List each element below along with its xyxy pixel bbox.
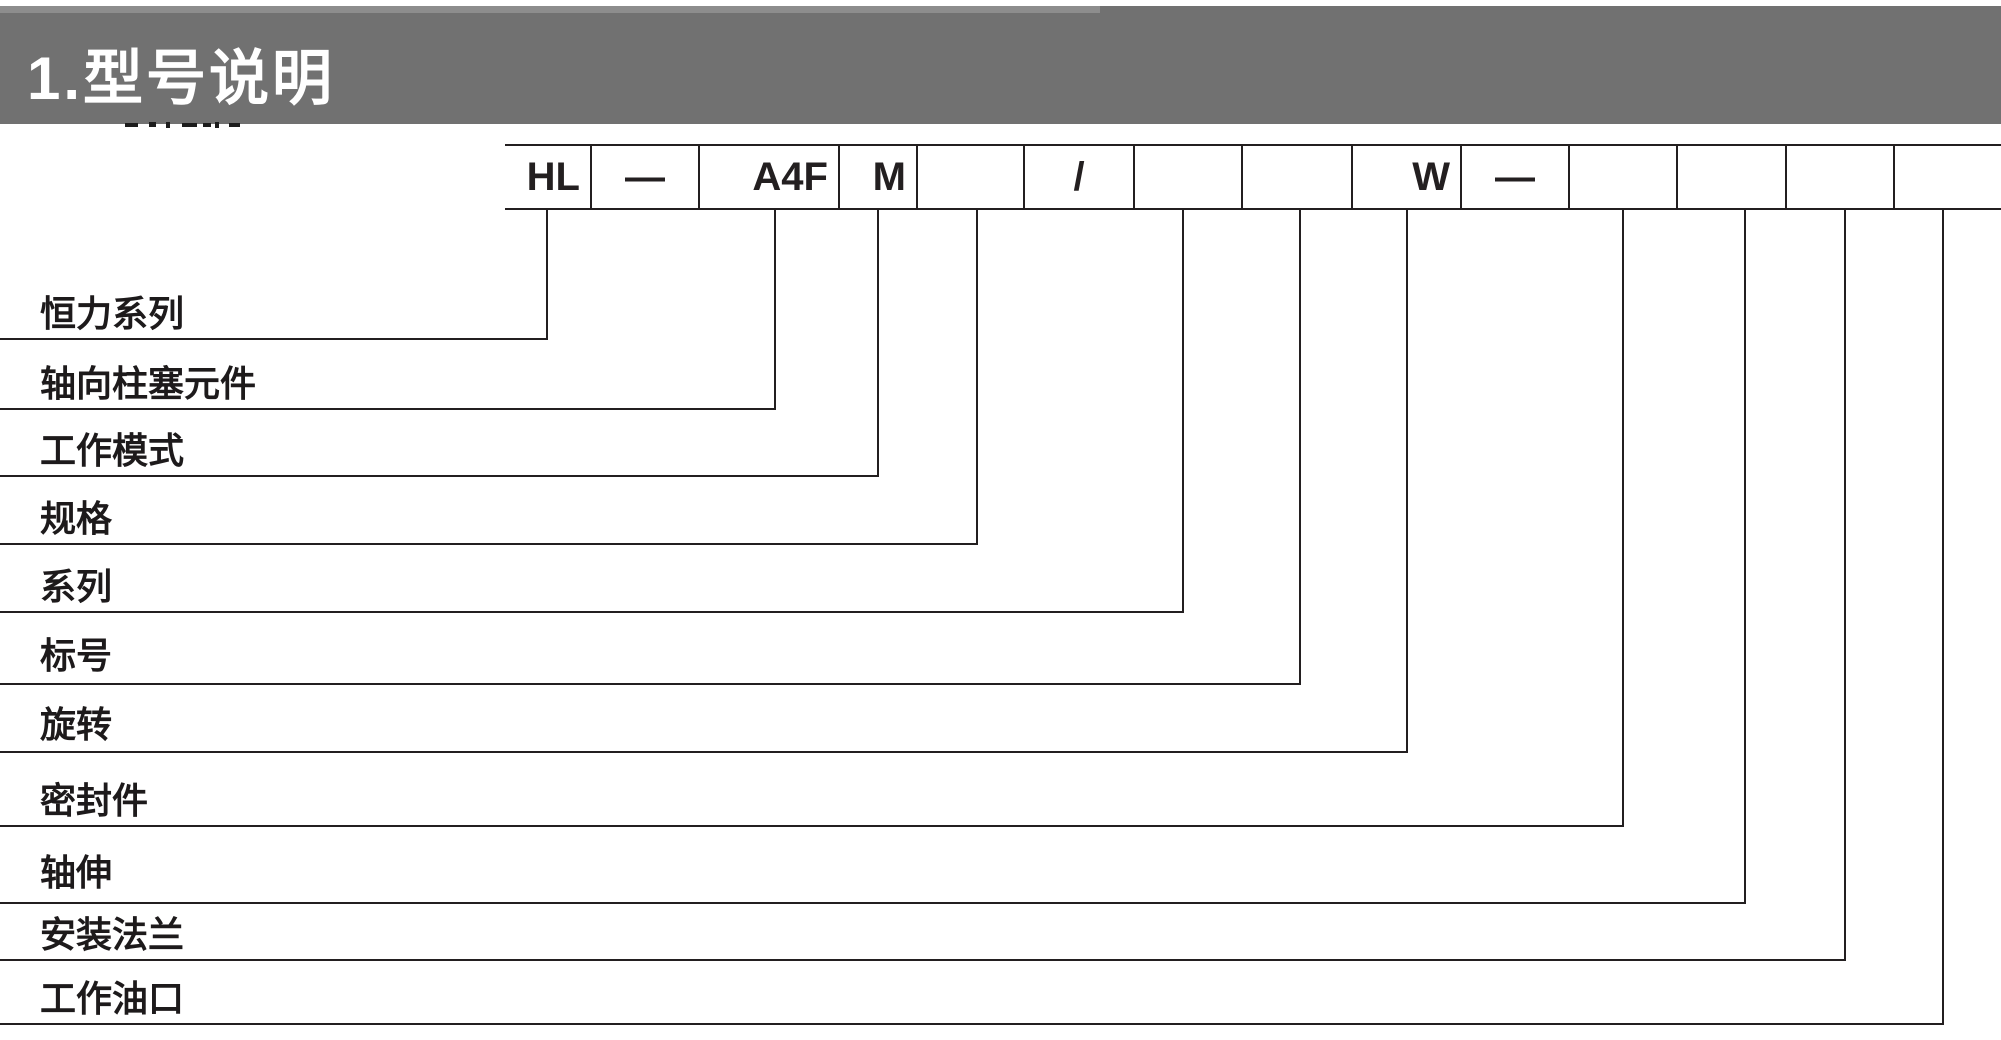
connector-hline-series: [0, 611, 1184, 613]
connector-hline-rotation: [0, 751, 1408, 753]
connector-vline-rotation: [1406, 208, 1408, 753]
connector-hline-index: [0, 683, 1301, 685]
connector-vline-size: [976, 208, 978, 545]
connector-vline-index: [1299, 208, 1301, 685]
section-title: 1.型号说明: [27, 45, 336, 112]
header-top-sheen: [0, 6, 1100, 13]
code-cell-flange: [1787, 146, 1895, 208]
connector-vline-mode: [877, 208, 879, 477]
code-cell-dash-2: —: [1462, 146, 1570, 208]
code-cell-ports: [1895, 146, 2001, 208]
code-cell-series-prefix: HL: [505, 146, 592, 208]
code-cell-piston-unit: A4F: [700, 146, 840, 208]
code-cell-mode: M: [840, 146, 918, 208]
connector-hline-shaft: [0, 902, 1746, 904]
code-cell-size: [918, 146, 1025, 208]
connector-vline-seals: [1622, 208, 1624, 827]
clipped-text-artifact: [125, 122, 245, 130]
connector-hline-series-prefix: [0, 338, 548, 340]
connector-hline-flange: [0, 959, 1846, 961]
code-cell-slash: /: [1025, 146, 1135, 208]
code-cell-seals: [1570, 146, 1678, 208]
legend-label-index: 标号: [40, 635, 113, 676]
connector-hline-size: [0, 543, 978, 545]
legend-label-mode: 工作模式: [40, 430, 185, 471]
connector-vline-flange: [1844, 208, 1846, 961]
code-cell-dash-1: —: [592, 146, 700, 208]
connector-vline-series-prefix: [546, 208, 548, 340]
legend-label-series: 系列: [40, 566, 113, 607]
legend-label-flange: 安装法兰: [40, 914, 185, 955]
legend-label-piston-unit: 轴向柱塞元件: [40, 363, 257, 404]
legend-label-shaft: 轴伸: [40, 852, 113, 893]
code-cell-index: [1243, 146, 1353, 208]
legend-label-rotation: 旋转: [40, 704, 113, 745]
legend-label-size: 规格: [40, 498, 113, 539]
legend-label-seals: 密封件: [40, 780, 149, 821]
connector-hline-ports: [0, 1023, 1944, 1025]
legend-label-series-prefix: 恒力系列: [40, 293, 185, 334]
connector-hline-piston-unit: [0, 408, 776, 410]
connector-vline-series: [1182, 208, 1184, 613]
connector-vline-ports: [1942, 208, 1944, 1025]
code-cell-rotation: W: [1353, 146, 1462, 208]
model-code-row: HL — A4F M / W —: [505, 144, 2001, 210]
section-header-bar: 1.型号说明: [0, 6, 2001, 124]
code-cell-shaft: [1678, 146, 1787, 208]
code-cell-series: [1135, 146, 1243, 208]
connector-vline-piston-unit: [774, 208, 776, 410]
connector-vline-shaft: [1744, 208, 1746, 904]
legend-label-ports: 工作油口: [40, 978, 185, 1019]
connector-hline-mode: [0, 475, 879, 477]
connector-hline-seals: [0, 825, 1624, 827]
